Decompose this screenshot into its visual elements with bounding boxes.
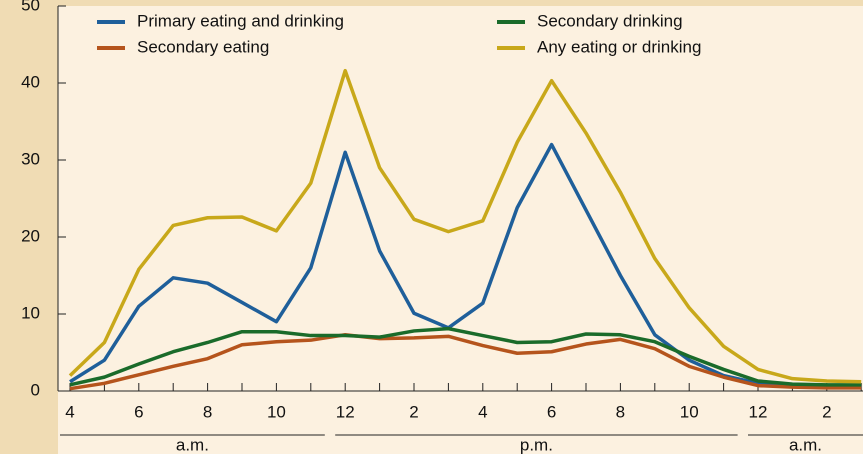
x-tick-label: 12 (336, 402, 355, 421)
x-tick-label: 10 (267, 402, 286, 421)
series-line (69, 326, 862, 387)
y-tick-label: 50 (21, 0, 40, 14)
y-tick-label: 20 (21, 226, 40, 245)
legend-label: Any eating or drinking (537, 37, 701, 56)
x-axis-area (58, 391, 863, 454)
group-label: a.m. (176, 435, 209, 454)
y-tick-label: 0 (31, 380, 40, 399)
x-tick-label: 4 (478, 402, 487, 421)
x-tick-label: 6 (547, 402, 556, 421)
series-line (69, 333, 862, 391)
x-tick-label: 6 (134, 402, 143, 421)
legend-label: Secondary eating (137, 37, 269, 56)
legend-label: Primary eating and drinking (137, 11, 344, 30)
y-tick-label: 30 (21, 149, 40, 168)
legend-label: Secondary drinking (537, 11, 683, 30)
series-line (68, 68, 862, 384)
y-tick-label: 10 (21, 303, 40, 322)
x-tick-label: 12 (749, 402, 768, 421)
plot-area (58, 6, 863, 391)
x-tick-label: 10 (680, 402, 699, 421)
group-label: p.m. (520, 435, 553, 454)
x-tick-label: 8 (203, 402, 212, 421)
y-tick-label: 40 (21, 72, 40, 91)
x-tick-label: 2 (409, 402, 418, 421)
x-tick-label: 4 (65, 402, 74, 421)
group-label: a.m. (789, 435, 822, 454)
x-tick-label: 8 (616, 402, 625, 421)
x-tick-label: 2 (822, 402, 831, 421)
